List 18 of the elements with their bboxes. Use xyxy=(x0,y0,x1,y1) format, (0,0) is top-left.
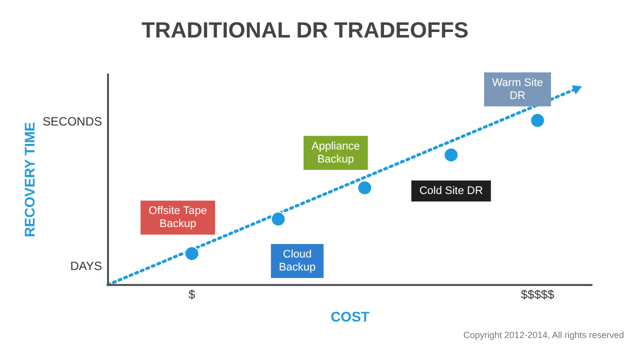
text: SECONDS xyxy=(42,114,102,129)
text: Warm Site DR xyxy=(492,76,544,102)
chart-title: TRADITIONAL DR TRADEOFFS xyxy=(141,17,469,42)
text: Copyright 2012-2014, All rights reserved xyxy=(462,330,625,340)
text: DAYS xyxy=(70,259,102,274)
annotation: Cold Site DR xyxy=(419,184,483,197)
point xyxy=(444,147,459,162)
point xyxy=(530,112,546,128)
x-tick-label: $ xyxy=(188,287,196,302)
x-axis-title: COST xyxy=(330,308,370,324)
annotation: Offsite Tape Backup xyxy=(148,205,207,230)
annotation: Appliance Backup xyxy=(312,140,360,166)
point xyxy=(270,212,286,227)
point xyxy=(184,246,200,262)
x-tick-label: $$$$$ xyxy=(520,287,555,302)
point xyxy=(357,180,372,196)
annotation: Cloud Backup xyxy=(278,248,316,274)
y-axis-title: RECOVERY TIME xyxy=(21,122,38,238)
